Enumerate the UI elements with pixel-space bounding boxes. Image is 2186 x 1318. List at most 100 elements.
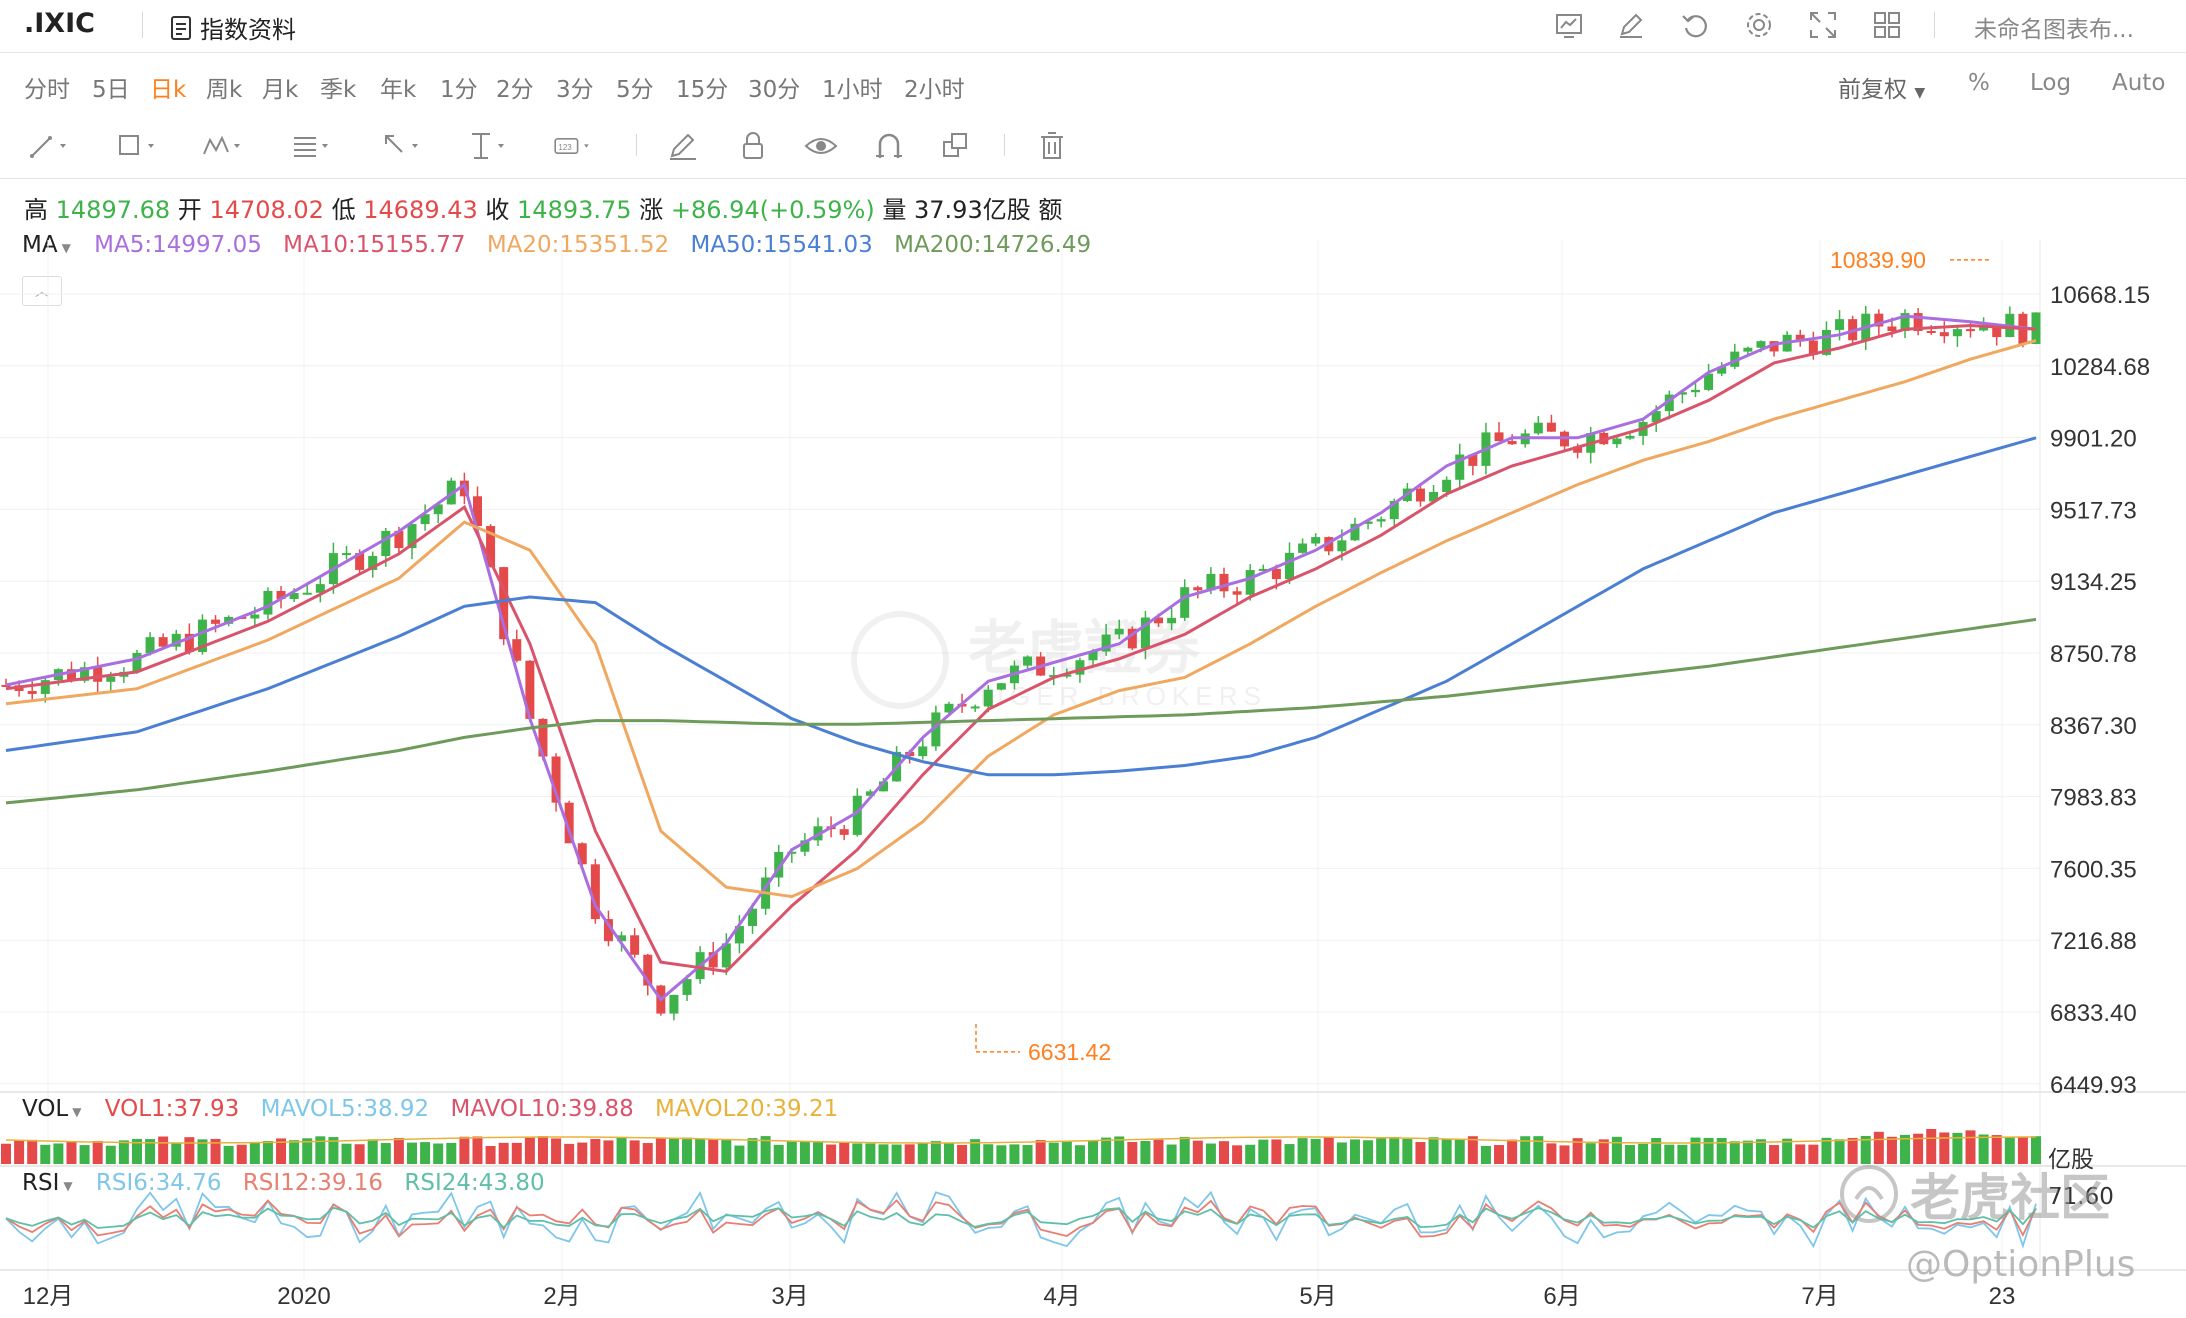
candle-body bbox=[1743, 347, 1753, 352]
candle-body bbox=[1232, 591, 1242, 595]
price-axis-label: 7216.88 bbox=[2050, 928, 2137, 955]
period-tab[interactable]: 30分 bbox=[748, 77, 801, 103]
fullscreen-icon[interactable] bbox=[1808, 10, 1838, 40]
extreme-annotations: 10839.90 6631.42 bbox=[975, 247, 1990, 1065]
candle-body bbox=[1298, 543, 1308, 553]
candle-body bbox=[918, 746, 928, 757]
volume-bar bbox=[603, 1140, 614, 1164]
fib-tool-icon[interactable] bbox=[290, 130, 330, 162]
chevron-down-icon[interactable]: ▼ bbox=[61, 241, 71, 255]
rsi12-value: RSI12:39.16 bbox=[242, 1170, 384, 1196]
volume-bar bbox=[1755, 1139, 1766, 1164]
period-tab[interactable]: 1分 bbox=[440, 77, 478, 103]
candle-body bbox=[996, 683, 1006, 690]
index-info-button[interactable]: 指数资料 bbox=[170, 10, 296, 45]
indicator-icon[interactable] bbox=[1554, 10, 1584, 40]
period-tab[interactable]: 1小时 bbox=[822, 77, 883, 103]
period-tab[interactable]: 季k bbox=[320, 77, 357, 103]
ma-indicator-name[interactable]: MA bbox=[22, 232, 58, 258]
period-tab[interactable]: 5分 bbox=[616, 77, 654, 103]
volume-bar bbox=[760, 1136, 771, 1164]
eye-icon[interactable] bbox=[804, 130, 844, 162]
period-tab[interactable]: 分时 bbox=[24, 77, 70, 103]
volume-bar bbox=[721, 1140, 732, 1164]
price-axis-label: 8367.30 bbox=[2050, 713, 2137, 740]
candle-body bbox=[1494, 432, 1504, 442]
period-tab[interactable]: 3分 bbox=[556, 77, 594, 103]
auto-toggle[interactable]: Auto bbox=[2112, 70, 2166, 96]
pencil-icon[interactable] bbox=[666, 130, 706, 162]
volume-bar bbox=[1690, 1137, 1701, 1164]
candle-body bbox=[1062, 674, 1072, 677]
rsi-indicator-name[interactable]: RSI bbox=[22, 1170, 60, 1196]
volume-bar bbox=[695, 1138, 706, 1164]
corner-watermark-text: 老虎社区 bbox=[1910, 1169, 2110, 1227]
line-tool-icon[interactable] bbox=[28, 130, 68, 162]
volume-bar bbox=[2017, 1136, 2028, 1164]
pattern-tool-icon[interactable] bbox=[202, 130, 242, 162]
volume-bar bbox=[1533, 1136, 1544, 1164]
measure-tool-icon[interactable] bbox=[466, 130, 506, 162]
period-tab[interactable]: 2小时 bbox=[904, 77, 965, 103]
magnet-icon[interactable] bbox=[872, 130, 912, 162]
period-tab[interactable]: 年k bbox=[380, 77, 417, 103]
percent-toggle[interactable]: % bbox=[1968, 70, 1990, 96]
period-tab[interactable]: 5日 bbox=[92, 77, 130, 103]
volume-bar bbox=[1114, 1136, 1125, 1164]
volume-unit: 亿股 bbox=[2048, 1147, 2094, 1173]
chevron-down-icon[interactable]: ▼ bbox=[72, 1105, 82, 1119]
period-tab[interactable]: 日k bbox=[150, 77, 187, 103]
period-tab[interactable]: 2分 bbox=[496, 77, 534, 103]
settings-icon[interactable] bbox=[1744, 10, 1774, 40]
arrow-tool-icon[interactable] bbox=[380, 130, 420, 162]
trash-icon[interactable] bbox=[1036, 130, 1076, 162]
adjust-select[interactable]: 前复权 ▼ bbox=[1838, 70, 1925, 104]
volume-bar bbox=[354, 1144, 365, 1164]
layout-name[interactable]: 未命名图表布... bbox=[1974, 17, 2134, 43]
volume-bars bbox=[1, 1128, 2041, 1164]
quote-line: 高 14897.68 开 14708.02 低 14689.43 收 14893… bbox=[24, 190, 1062, 225]
watermark-en-text: TIGER BROKERS bbox=[975, 681, 1267, 711]
price-axis-label: 7600.35 bbox=[2050, 856, 2137, 883]
volume-bar bbox=[1638, 1143, 1649, 1164]
corner-watermark-handle: @OptionPlus bbox=[1906, 1244, 2136, 1285]
volume-bar bbox=[472, 1136, 483, 1164]
date-axis-label: 2月 bbox=[543, 1283, 580, 1310]
collapse-legend-button[interactable]: ︿ bbox=[22, 276, 62, 306]
candle-body bbox=[1245, 570, 1255, 595]
grid-layout-icon[interactable] bbox=[1872, 10, 1902, 40]
volume-bar bbox=[943, 1142, 954, 1164]
period-tab[interactable]: 月k bbox=[262, 77, 299, 103]
ma-line-ma5 bbox=[5, 314, 2037, 1002]
mavol-line bbox=[5, 1136, 2036, 1144]
volume-bar bbox=[485, 1145, 496, 1164]
volume-bar bbox=[1808, 1144, 1819, 1164]
symbol-title[interactable]: .IXIC bbox=[24, 8, 95, 39]
volume-bar bbox=[551, 1138, 562, 1164]
candle-body bbox=[407, 524, 417, 549]
candle-body bbox=[486, 526, 496, 568]
edit-icon[interactable] bbox=[1616, 10, 1646, 40]
volume-bar bbox=[1860, 1135, 1871, 1164]
undo-icon[interactable] bbox=[1680, 10, 1710, 40]
volume-bar bbox=[79, 1145, 90, 1164]
chevron-down-icon[interactable]: ▼ bbox=[63, 1179, 73, 1193]
text-tool-icon[interactable]: 123 bbox=[552, 130, 592, 162]
period-tab[interactable]: 15分 bbox=[676, 77, 729, 103]
mavol10-value: MAVOL10:39.88 bbox=[450, 1096, 634, 1122]
volume-bar bbox=[105, 1145, 116, 1164]
clone-icon[interactable] bbox=[940, 130, 980, 162]
tiger-logo-icon bbox=[1840, 1165, 1898, 1223]
min-annotation: 6631.42 bbox=[1028, 1039, 1111, 1065]
log-toggle[interactable]: Log bbox=[2030, 70, 2072, 96]
volume-bar bbox=[1402, 1138, 1413, 1164]
volume-bar bbox=[511, 1142, 522, 1164]
rectangle-tool-icon[interactable] bbox=[116, 130, 156, 162]
candle-body bbox=[538, 718, 548, 757]
lock-icon[interactable] bbox=[736, 130, 776, 162]
volume-bar bbox=[970, 1139, 981, 1164]
period-tab[interactable]: 周k bbox=[206, 77, 243, 103]
volume-bar bbox=[1205, 1143, 1216, 1164]
vol-indicator-name[interactable]: VOL bbox=[22, 1096, 69, 1122]
